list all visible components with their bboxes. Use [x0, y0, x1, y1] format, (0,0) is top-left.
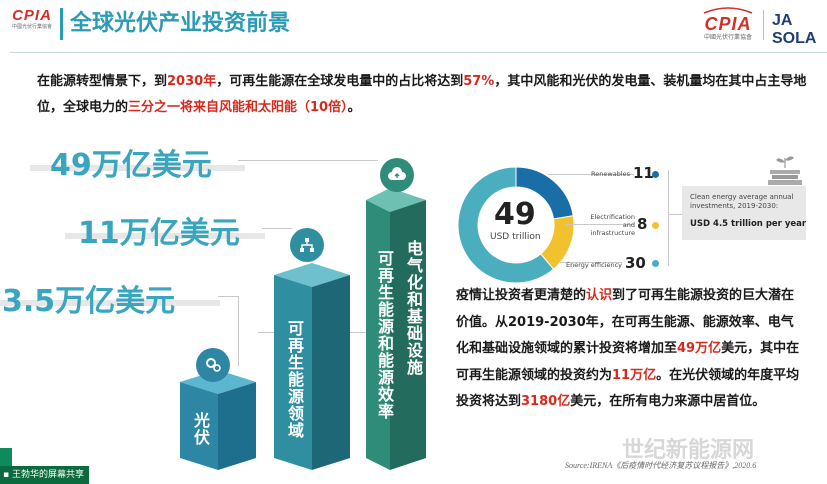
- money-plant-icon: [768, 156, 802, 185]
- bar-total-right: [390, 200, 426, 470]
- para-highlight: 认识: [586, 288, 613, 303]
- para-text-part: 美元，在所有电力来源中居首位。: [570, 394, 766, 409]
- para-text-part: 美元，其中在可再生能源领域的投资约为: [456, 341, 800, 383]
- connector-line: [262, 228, 292, 229]
- para-text-part: 疫情让投资者更清楚的: [456, 288, 587, 303]
- screen-share-label: 王勃华的屏幕共享: [11, 470, 84, 480]
- header-divider: [10, 52, 827, 53]
- para-highlight: 49万亿: [677, 341, 722, 356]
- logo-divider: [763, 10, 764, 40]
- callout-box: [682, 186, 806, 240]
- screen-share-indicator[interactable]: ▪ 王勃华的屏幕共享: [0, 466, 89, 484]
- intro-text-part: 在能源转型情景下，到: [37, 74, 168, 89]
- logo-text: CPIA: [704, 14, 752, 34]
- title-accent-bar: [60, 8, 63, 40]
- intro-text-part: 。: [347, 100, 361, 115]
- callout-caption: Clean energy average annual investments,…: [690, 193, 794, 210]
- para-text-part: 。在光伏领域的年度平均投资将达到: [456, 367, 800, 410]
- legend-dot: [652, 171, 659, 178]
- network-icon: [290, 228, 324, 262]
- leader-line: [560, 262, 622, 263]
- bar-total-top: [366, 188, 426, 212]
- bar-total-left: [366, 200, 390, 470]
- para-text-part: 到了可再生能源投资的巨大潜在价值。从2019-2030年，在可再生能源、能源效率…: [456, 288, 795, 356]
- legend-label: Renewables: [591, 170, 630, 178]
- intro-year-highlight: 2030年: [167, 74, 217, 89]
- amount-underline: [0, 300, 220, 306]
- callout-value: USD 4.5 trillion per year: [690, 219, 807, 229]
- legend-value: 30: [625, 254, 646, 272]
- para-highlight: 11万亿: [612, 367, 657, 383]
- cpia-logo-right: CPIA 中國光伏行業協會: [698, 6, 758, 42]
- amount-underline: [30, 165, 245, 171]
- source-citation: Source:IRENA《后疫情时代经济复苏议程报告》,2020.6: [565, 461, 757, 470]
- donut-center-value: 49: [494, 197, 536, 232]
- legend-label: Electrification and infrastructure: [590, 213, 635, 237]
- legend-label: Energy efficiency: [565, 261, 622, 269]
- page-title: 全球光伏产业投资前景: [70, 11, 291, 36]
- intro-text-part: ，可再生能源在全球发电量中的占比将达到: [216, 74, 464, 89]
- partner-logo: JA SOLA: [772, 12, 817, 47]
- gear-icon: [196, 348, 230, 382]
- bracket-line: [668, 214, 682, 215]
- cpia-logo-left: CPIA 中國光伏行業協會: [10, 8, 54, 38]
- bar-label-efficiency: 可再生能源和能源效率: [375, 250, 394, 420]
- cloud-upload-icon: [380, 158, 414, 192]
- watermark: 世纪新能源网: [622, 438, 755, 463]
- logo-arc-icon: [703, 7, 753, 14]
- amount-pv: 3.5万亿美元: [2, 284, 176, 319]
- donut-chart: [457, 166, 575, 284]
- bar-chart-graphic: [180, 188, 426, 470]
- screen-share-frame: [0, 448, 12, 468]
- leader-line: [548, 174, 634, 175]
- bar-label-infrastructure: 电气化和基础设施: [404, 240, 423, 376]
- bar-label-renewables: 可再生能源领域: [285, 320, 304, 439]
- para-highlight: 3180亿: [521, 394, 571, 409]
- bar-renewables-left: [274, 275, 312, 470]
- legend-value: 11: [633, 164, 654, 182]
- amount-renewables: 11万亿美元: [78, 216, 240, 251]
- logo-subtext: 中國光伏行業協會: [703, 34, 752, 41]
- legend-dot: [652, 222, 659, 229]
- logo-text: CPIA: [12, 7, 52, 24]
- intro-text: 在能源转型情景下，到2030年，可再生能源在全球发电量中的占比将达到57%，其中…: [37, 69, 807, 121]
- amount-underline: [65, 233, 265, 239]
- summary-paragraph: 疫情让投资者更清楚的认识到了可再生能源投资的巨大潜在价值。从2019-2030年…: [456, 283, 806, 416]
- bracket-line: [668, 170, 669, 266]
- bar-label-pv: 光伏: [191, 412, 210, 446]
- bar-pv-left: [180, 382, 218, 470]
- donut-slice-energy-efficiency: [457, 166, 555, 284]
- donut-center-unit: USD trillion: [490, 232, 541, 242]
- connector-line: [238, 296, 239, 366]
- connector-line: [218, 296, 238, 297]
- bar-renewables-right: [312, 275, 350, 470]
- intro-share-highlight: 三分之一将来自风能和太阳能（10倍）: [128, 100, 348, 115]
- leader-line: [566, 224, 634, 225]
- legend-value: 8: [637, 215, 648, 233]
- person-icon: ▪: [3, 470, 12, 480]
- connector-line: [238, 160, 378, 161]
- amount-total: 49万亿美元: [50, 148, 212, 183]
- logo-subtext: 中國光伏行業協會: [11, 24, 52, 30]
- bar-pv-right: [218, 382, 256, 470]
- intro-text-part: ，其中风能和光伏的发电量、装机量均在其中占主导地位，全球电力的: [37, 74, 807, 115]
- legend-dot: [652, 260, 659, 267]
- intro-percent-highlight: 57%: [463, 74, 495, 89]
